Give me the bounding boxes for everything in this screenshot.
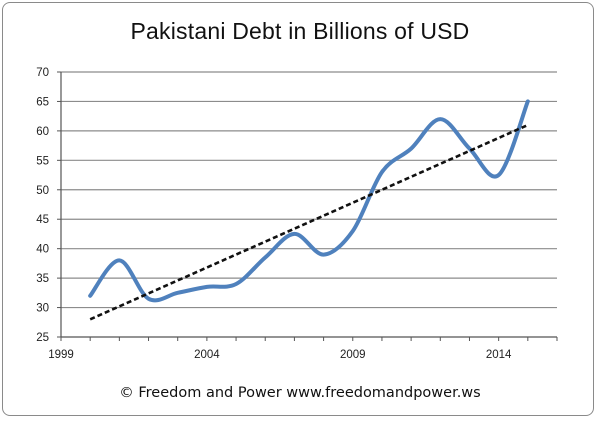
x-tick-label: 2004 [194,349,220,361]
gridlines [61,71,557,309]
y-tick-label: 30 [36,303,49,315]
x-tick-labels: 1999 2004 2009 2014 [48,349,512,361]
copyright-footer: © Freedom and Power www.freedomandpower.… [119,385,481,401]
debt-series-line [88,99,530,303]
y-tick-label: 55 [36,155,49,167]
y-tick-label: 45 [36,214,49,226]
y-tick-labels: 70 65 60 55 50 45 40 35 30 25 [36,67,49,344]
x-tick-label: 1999 [48,349,74,361]
chart-title: Pakistani Debt in Billions of USD [130,18,470,44]
y-tick-label: 40 [36,244,49,256]
x-tick-label: 2014 [486,349,512,361]
axes [57,71,558,341]
y-tick-label: 65 [36,96,49,108]
y-tick-label: 35 [36,273,49,285]
y-tick-label: 50 [36,185,49,197]
x-tick-label: 2009 [340,349,366,361]
chart-frame [2,2,594,416]
y-tick-label: 60 [36,126,49,138]
y-tick-label: 70 [36,67,49,79]
series-lines [88,99,530,321]
trend-line [89,123,529,321]
y-tick-label: 25 [36,332,49,344]
